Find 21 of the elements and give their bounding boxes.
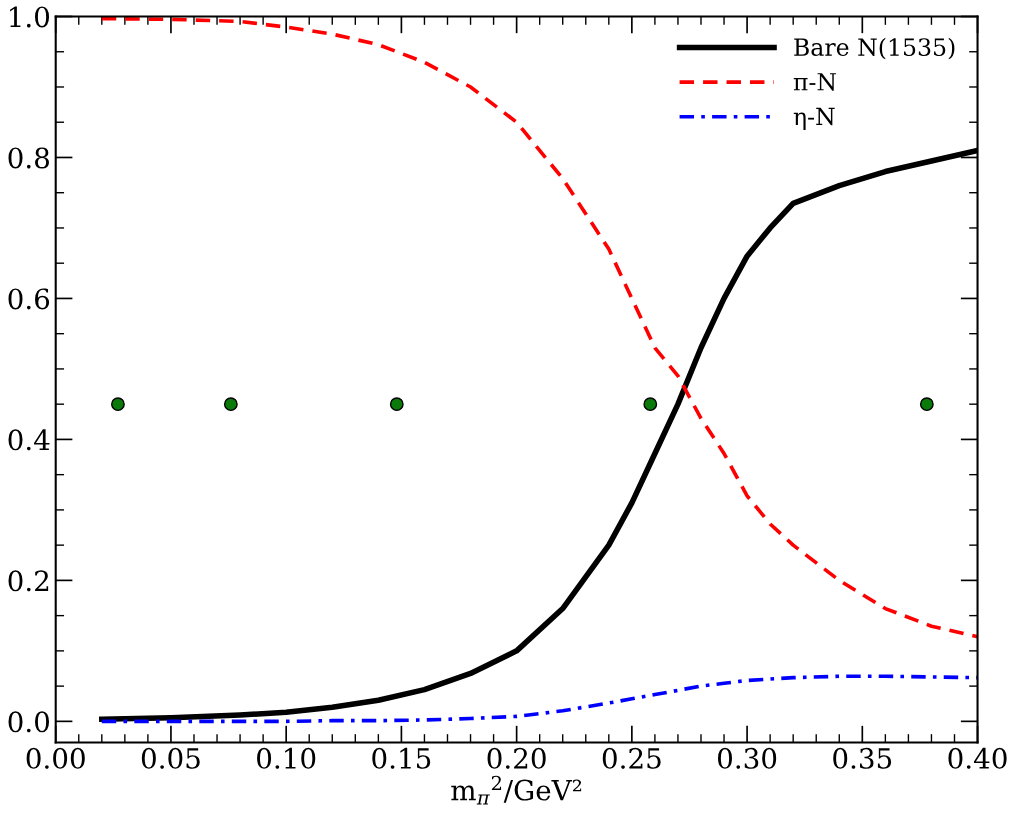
x-tick-label: 0.25 [602, 747, 661, 769]
y-tick-label: 0.6 [8, 288, 50, 310]
line-series [100, 16, 978, 639]
x-tick-label: 0.40 [948, 747, 1007, 769]
x-tick-label: 0.05 [141, 747, 200, 769]
y-tick-label: 1.0 [10, 6, 50, 28]
x-tick-label: 0.30 [717, 747, 777, 769]
legend-label: Bare N(1535) [794, 37, 955, 60]
line-series [100, 674, 978, 724]
y-tick-label: 0.0 [8, 711, 50, 733]
x-tick-label: 0.35 [833, 747, 892, 769]
y-tick-label: 0.2 [8, 570, 49, 592]
y-tick-label: 0.8 [8, 147, 49, 169]
x-tick-label: 0.20 [487, 747, 546, 769]
y-tick-label: 0.4 [8, 429, 50, 451]
legend-label: η-N [793, 107, 835, 130]
x-tick-label: 0.00 [26, 747, 85, 769]
x-tick-label: 0.10 [257, 747, 316, 769]
legend-label: π-N [793, 73, 837, 91]
x-tick-label: 0.15 [372, 747, 431, 769]
x-axis-title: m$_{π}$$^{2}$/GeV² [451, 775, 582, 805]
